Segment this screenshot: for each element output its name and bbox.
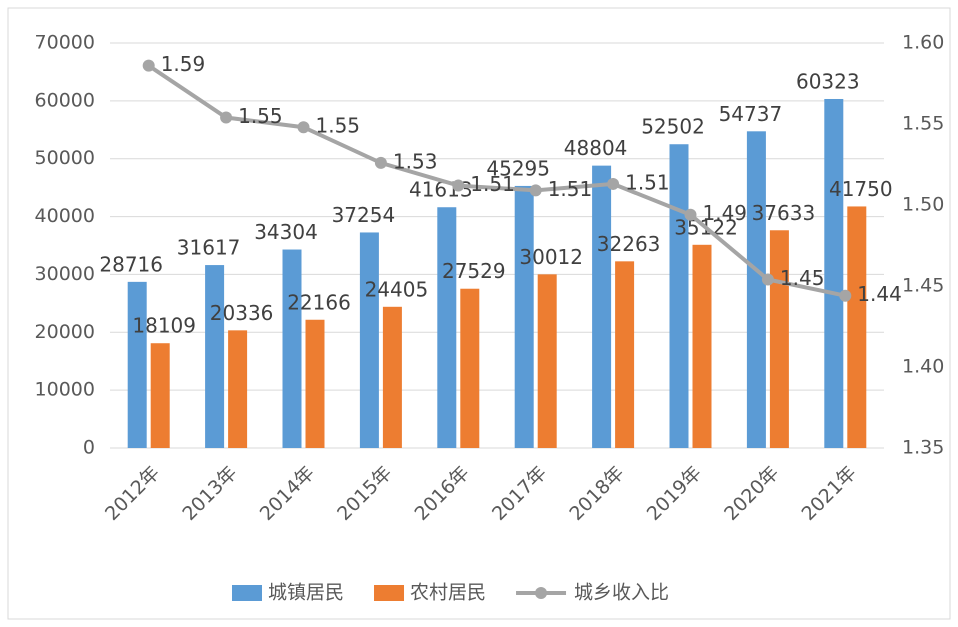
data-label: 20336 [210, 301, 274, 325]
data-label: 1.44 [857, 282, 902, 306]
data-label: 54737 [719, 102, 783, 126]
y-tick-label: 10000 [35, 379, 95, 401]
bar [382, 306, 402, 448]
data-label: 22166 [287, 290, 351, 314]
data-label: 32263 [597, 232, 661, 256]
bar [847, 206, 867, 448]
data-label: 37633 [752, 201, 816, 225]
legend-label: 城乡收入比 [574, 582, 669, 604]
bar [615, 261, 635, 448]
ratio-point [839, 289, 852, 302]
y-tick-label: 20000 [35, 321, 95, 343]
bar [150, 343, 170, 448]
data-label: 60323 [796, 69, 860, 93]
bar [537, 274, 557, 448]
data-label: 31617 [177, 236, 241, 260]
legend-label: 农村居民 [410, 582, 486, 604]
ratio-point [684, 208, 697, 221]
bar [305, 319, 325, 448]
bar [592, 165, 612, 448]
data-label: 28716 [99, 252, 163, 276]
data-label: 34304 [254, 220, 318, 244]
data-label: 1.51 [625, 170, 670, 194]
data-label: 30012 [519, 245, 583, 269]
bar [692, 244, 712, 448]
bar [669, 144, 689, 448]
bar [769, 230, 789, 448]
y2-tick-label: 1.50 [902, 194, 944, 216]
legend-label: 城镇居民 [268, 582, 344, 604]
data-label: 52502 [641, 115, 705, 139]
y-tick-label: 60000 [35, 89, 95, 111]
ratio-point [142, 59, 155, 72]
ratio-point [529, 184, 542, 197]
y2-tick-label: 1.60 [902, 32, 944, 54]
bar [127, 281, 147, 448]
ratio-point [607, 177, 620, 190]
ratio-line [147, 64, 846, 298]
data-label: 1.45 [780, 266, 825, 290]
legend-swatch [374, 585, 405, 601]
data-label: 1.55 [238, 104, 283, 128]
ratio-point [297, 121, 310, 134]
bar [460, 288, 480, 448]
ratio-point [374, 156, 387, 169]
data-label: 1.59 [161, 52, 206, 76]
y2-tick-label: 1.35 [902, 437, 944, 459]
bar [514, 185, 534, 448]
legend-swatch [535, 587, 548, 599]
ratio-point [452, 179, 465, 192]
bar [437, 207, 457, 448]
y2-tick-label: 1.40 [902, 356, 944, 378]
y-tick-label: 50000 [35, 147, 95, 169]
data-label: 45295 [486, 156, 550, 180]
data-label: 1.51 [470, 172, 515, 196]
bar [824, 98, 844, 449]
ratio-point [761, 273, 774, 286]
y-tick-label: 70000 [35, 32, 95, 54]
data-label: 24405 [365, 277, 429, 301]
bar [746, 131, 766, 448]
data-label: 37254 [332, 203, 396, 227]
y2-tick-label: 1.55 [902, 113, 944, 135]
bar [359, 232, 379, 448]
bar [228, 330, 248, 448]
data-label: 41750 [829, 177, 893, 201]
data-label: 1.49 [703, 201, 748, 225]
bar [282, 249, 302, 448]
data-label: 1.51 [548, 177, 593, 201]
y-tick-label: 40000 [35, 205, 95, 227]
y-tick-label: 0 [83, 437, 95, 459]
data-label: 1.55 [316, 114, 361, 138]
ratio-point [220, 111, 233, 124]
bar [205, 265, 225, 448]
legend-swatch [232, 585, 262, 601]
data-label: 18109 [132, 314, 196, 338]
y2-tick-label: 1.45 [902, 275, 944, 297]
y-tick-label: 30000 [35, 263, 95, 285]
data-label: 27529 [442, 259, 506, 283]
data-label: 48804 [564, 136, 628, 160]
data-label: 1.53 [393, 149, 438, 173]
